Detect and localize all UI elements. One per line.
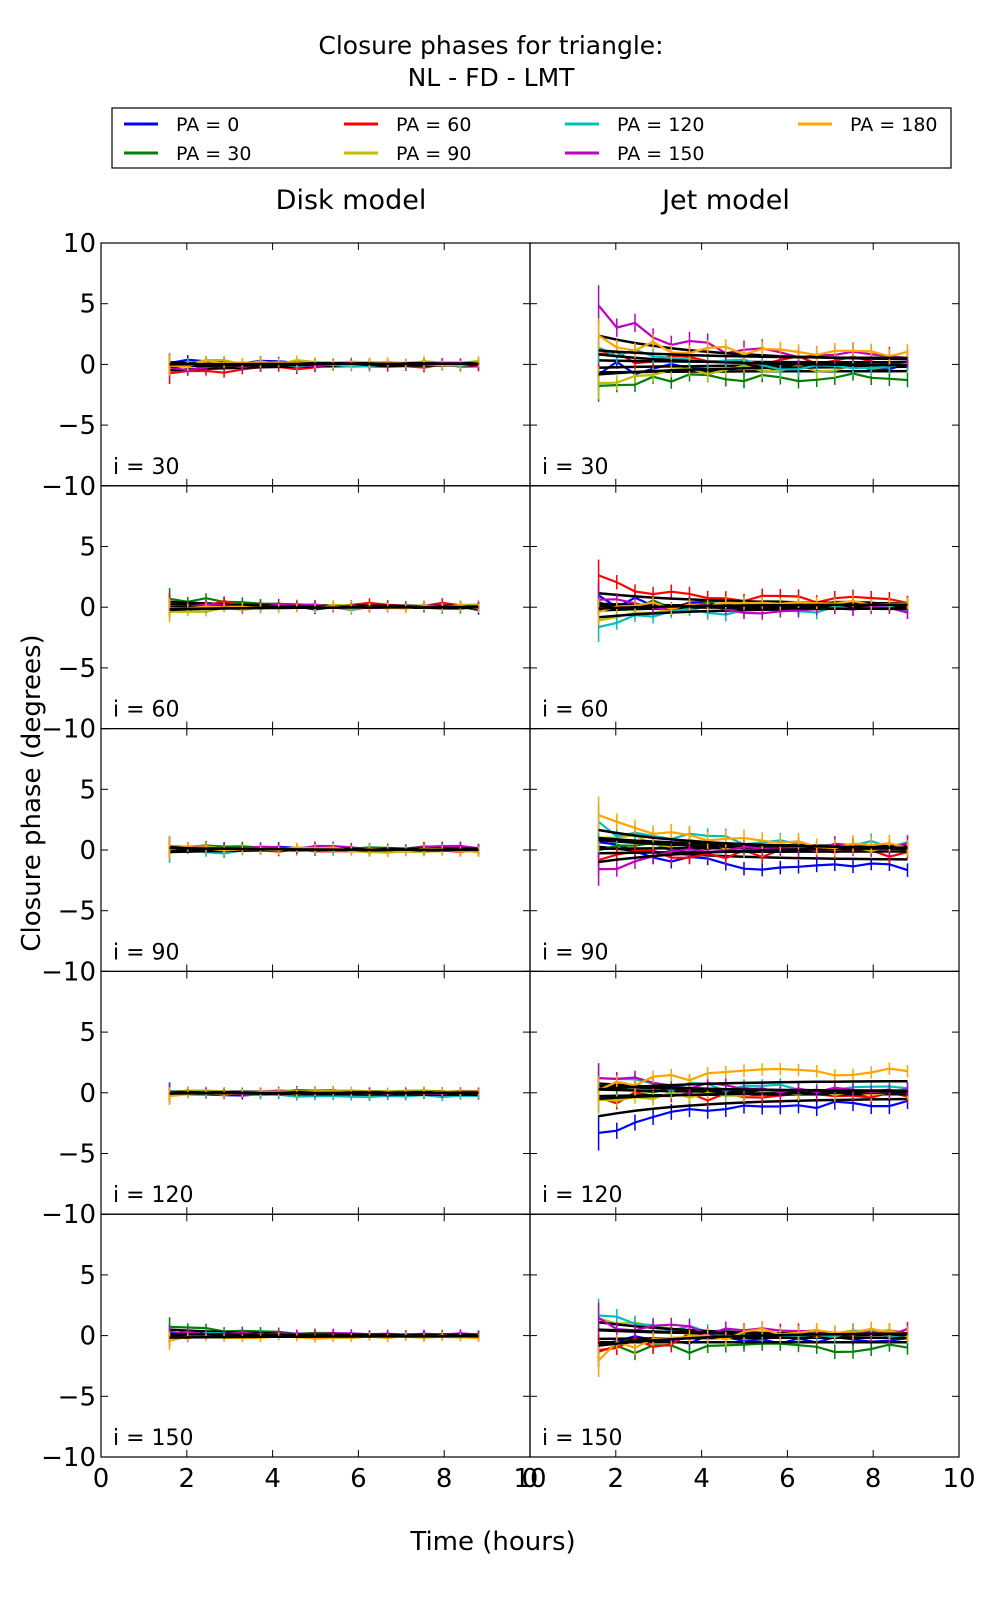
jet-panel-2: i = 60 [529, 485, 960, 730]
y-axis-label: Closure phase (degrees) [17, 634, 47, 951]
y-tick-label: 5 [79, 1261, 96, 1291]
disk-panel-1: −10 −5 0 5 10 i = 30 [41, 229, 531, 502]
panel-inclination-label: i = 30 [542, 455, 609, 480]
model-curve [598, 591, 908, 605]
legend-label: PA = 180 [850, 114, 938, 136]
model-curve [598, 1091, 908, 1101]
chart-title-line1: Closure phases for triangle: [318, 31, 663, 60]
column-title-disk-model: Disk model [276, 185, 427, 216]
y-tick-label: 0 [79, 593, 96, 623]
x-tick-label: 10 [513, 1464, 546, 1494]
x-tick-label: 4 [264, 1464, 281, 1494]
x-tick-label: 8 [865, 1464, 882, 1494]
panel-inclination-label: i = 120 [113, 1183, 194, 1208]
x-axis-label: Time (hours) [409, 1527, 575, 1557]
panel-inclination-label: i = 120 [542, 1183, 623, 1208]
model-curve [598, 353, 908, 367]
y-tick-label: −5 [58, 1140, 96, 1170]
x-tick-label: 2 [608, 1464, 625, 1494]
x-tick-label: 0 [93, 1464, 110, 1494]
y-tick-label: −5 [58, 411, 96, 441]
model-curve [598, 1097, 908, 1118]
model-curve [169, 1091, 479, 1095]
series-line [598, 1342, 908, 1355]
model-curve [598, 828, 908, 849]
series-line [598, 814, 908, 850]
y-tick-label: 5 [79, 533, 96, 563]
disk-panel-2: −10 −5 0 5 i = 60 [41, 485, 531, 745]
legend-label: PA = 30 [176, 143, 251, 165]
panel-inclination-label: i = 150 [542, 1426, 623, 1451]
disk-panel-4: −10 −5 0 5 i = 120 [41, 970, 531, 1230]
model-curve [169, 362, 479, 366]
model-curve [598, 603, 908, 610]
series-line [597, 334, 908, 358]
panel-inclination-label: i = 90 [542, 940, 609, 965]
series-line [598, 1067, 908, 1092]
column-title-jet-model: Jet model [660, 185, 790, 216]
jet-panel-3: i = 90 [529, 727, 960, 972]
y-tick-label: −10 [41, 957, 96, 987]
series-line [598, 372, 908, 387]
model-curve [598, 349, 908, 360]
legend-label: PA = 90 [396, 143, 471, 165]
model-curve [598, 1079, 908, 1091]
y-tick-label: 0 [79, 836, 96, 866]
model-curve [598, 1332, 908, 1347]
y-tick-label: −10 [41, 472, 96, 502]
y-tick-label: −10 [41, 1443, 96, 1473]
x-tick-label: 4 [693, 1464, 710, 1494]
model-curve [598, 365, 908, 376]
series-line [598, 1099, 908, 1134]
x-tick-label: 0 [522, 1464, 539, 1494]
disk-panel-3: −10 −5 0 5 i = 90 [41, 727, 531, 987]
series-line [598, 574, 908, 605]
y-tick-label: −5 [58, 1382, 96, 1412]
x-tick-label: 8 [436, 1464, 453, 1494]
model-curve [169, 846, 479, 852]
chart-title-line2: NL - FD - LMT [408, 63, 576, 92]
x-tick-label: 10 [942, 1464, 975, 1494]
jet-panel-1: i = 30 [529, 242, 960, 487]
y-tick-label: 10 [63, 229, 96, 259]
x-tick-label: 2 [179, 1464, 196, 1494]
x-tick-label: 6 [350, 1464, 367, 1494]
model-curve [598, 1336, 908, 1341]
panel-inclination-label: i = 30 [113, 455, 180, 480]
y-tick-label: −10 [41, 1200, 96, 1230]
model-curve [598, 846, 908, 864]
legend-label: PA = 0 [176, 114, 239, 136]
series-line [597, 304, 908, 360]
jet-panel-4: i = 120 [529, 970, 960, 1215]
y-tick-label: 0 [79, 1079, 96, 1109]
y-tick-label: −10 [41, 715, 96, 745]
y-tick-label: 0 [79, 350, 96, 380]
legend-box [111, 107, 952, 169]
model-curve [169, 1333, 479, 1337]
panel-inclination-label: i = 60 [113, 698, 180, 723]
model-curve [169, 1335, 479, 1339]
model-curve [169, 606, 479, 611]
y-tick-label: 0 [79, 1322, 96, 1352]
y-tick-label: 5 [79, 290, 96, 320]
series-line [598, 599, 908, 614]
panel-grid: −10 −5 0 5 10 i = 30 −10 −5 0 5 i = 60 −10 −5 0 5 i = 9… [41, 229, 975, 1494]
y-tick-label: −5 [58, 897, 96, 927]
y-tick-label: 5 [79, 775, 96, 805]
y-tick-label: −5 [58, 654, 96, 684]
x-tick-label: 6 [779, 1464, 796, 1494]
panel-inclination-label: i = 60 [542, 698, 609, 723]
legend-label: PA = 150 [617, 143, 705, 165]
panel-inclination-label: i = 150 [113, 1426, 194, 1451]
legend: PA = 0 PA = 30 PA = 60 PA = 90 PA = 120 PA = … [111, 107, 952, 169]
panel-inclination-label: i = 90 [113, 940, 180, 965]
legend-label: PA = 120 [617, 114, 705, 136]
y-tick-label: 5 [79, 1018, 96, 1048]
legend-label: PA = 60 [396, 114, 471, 136]
